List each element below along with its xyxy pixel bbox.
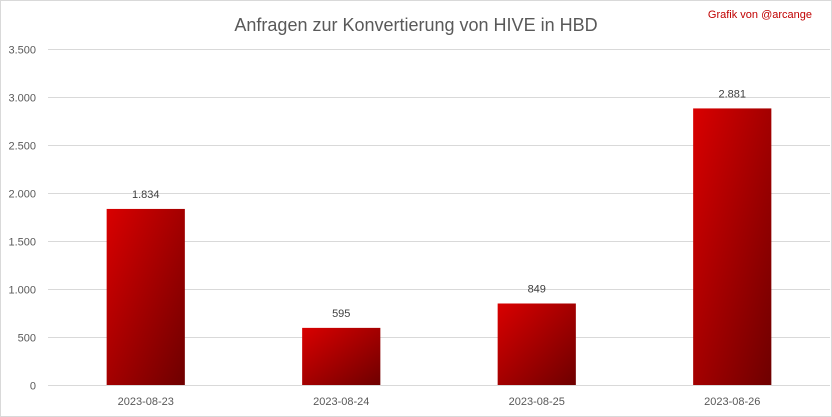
x-tick-label: 2023-08-25 <box>509 396 565 408</box>
bar-2023-08-26 <box>693 108 772 385</box>
chart-title: Anfragen zur Konvertierung von HIVE in H… <box>234 15 597 35</box>
x-tick-label: 2023-08-24 <box>313 396 369 408</box>
bar-2023-08-24 <box>302 327 381 385</box>
y-tick-label: 2.500 <box>8 141 36 153</box>
y-tick-label: 500 <box>18 333 36 345</box>
data-label: 1.834 <box>132 189 160 201</box>
bar-2023-08-25 <box>497 303 576 385</box>
y-axis-ticks: 0 500 1.000 1.500 2.000 2.500 3.000 3.500 <box>8 45 36 393</box>
data-labels: 1.834 595 849 2.881 <box>132 88 746 319</box>
y-tick-label: 1.500 <box>8 237 36 249</box>
data-label: 595 <box>332 308 350 320</box>
x-tick-label: 2023-08-26 <box>704 396 760 408</box>
x-axis-ticks: 2023-08-23 2023-08-24 2023-08-25 2023-08-26 <box>118 396 761 408</box>
bar-2023-08-23 <box>106 208 185 385</box>
data-label: 2.881 <box>718 88 746 100</box>
y-tick-label: 3.000 <box>8 93 36 105</box>
data-label: 849 <box>528 283 546 295</box>
x-tick-label: 2023-08-23 <box>118 396 174 408</box>
y-tick-label: 3.500 <box>8 45 36 57</box>
bars <box>106 108 772 385</box>
y-tick-label: 0 <box>30 381 36 393</box>
chart-credit: Grafik von @arcange <box>707 9 812 21</box>
y-tick-label: 2.000 <box>8 189 36 201</box>
y-tick-label: 1.000 <box>8 285 36 297</box>
